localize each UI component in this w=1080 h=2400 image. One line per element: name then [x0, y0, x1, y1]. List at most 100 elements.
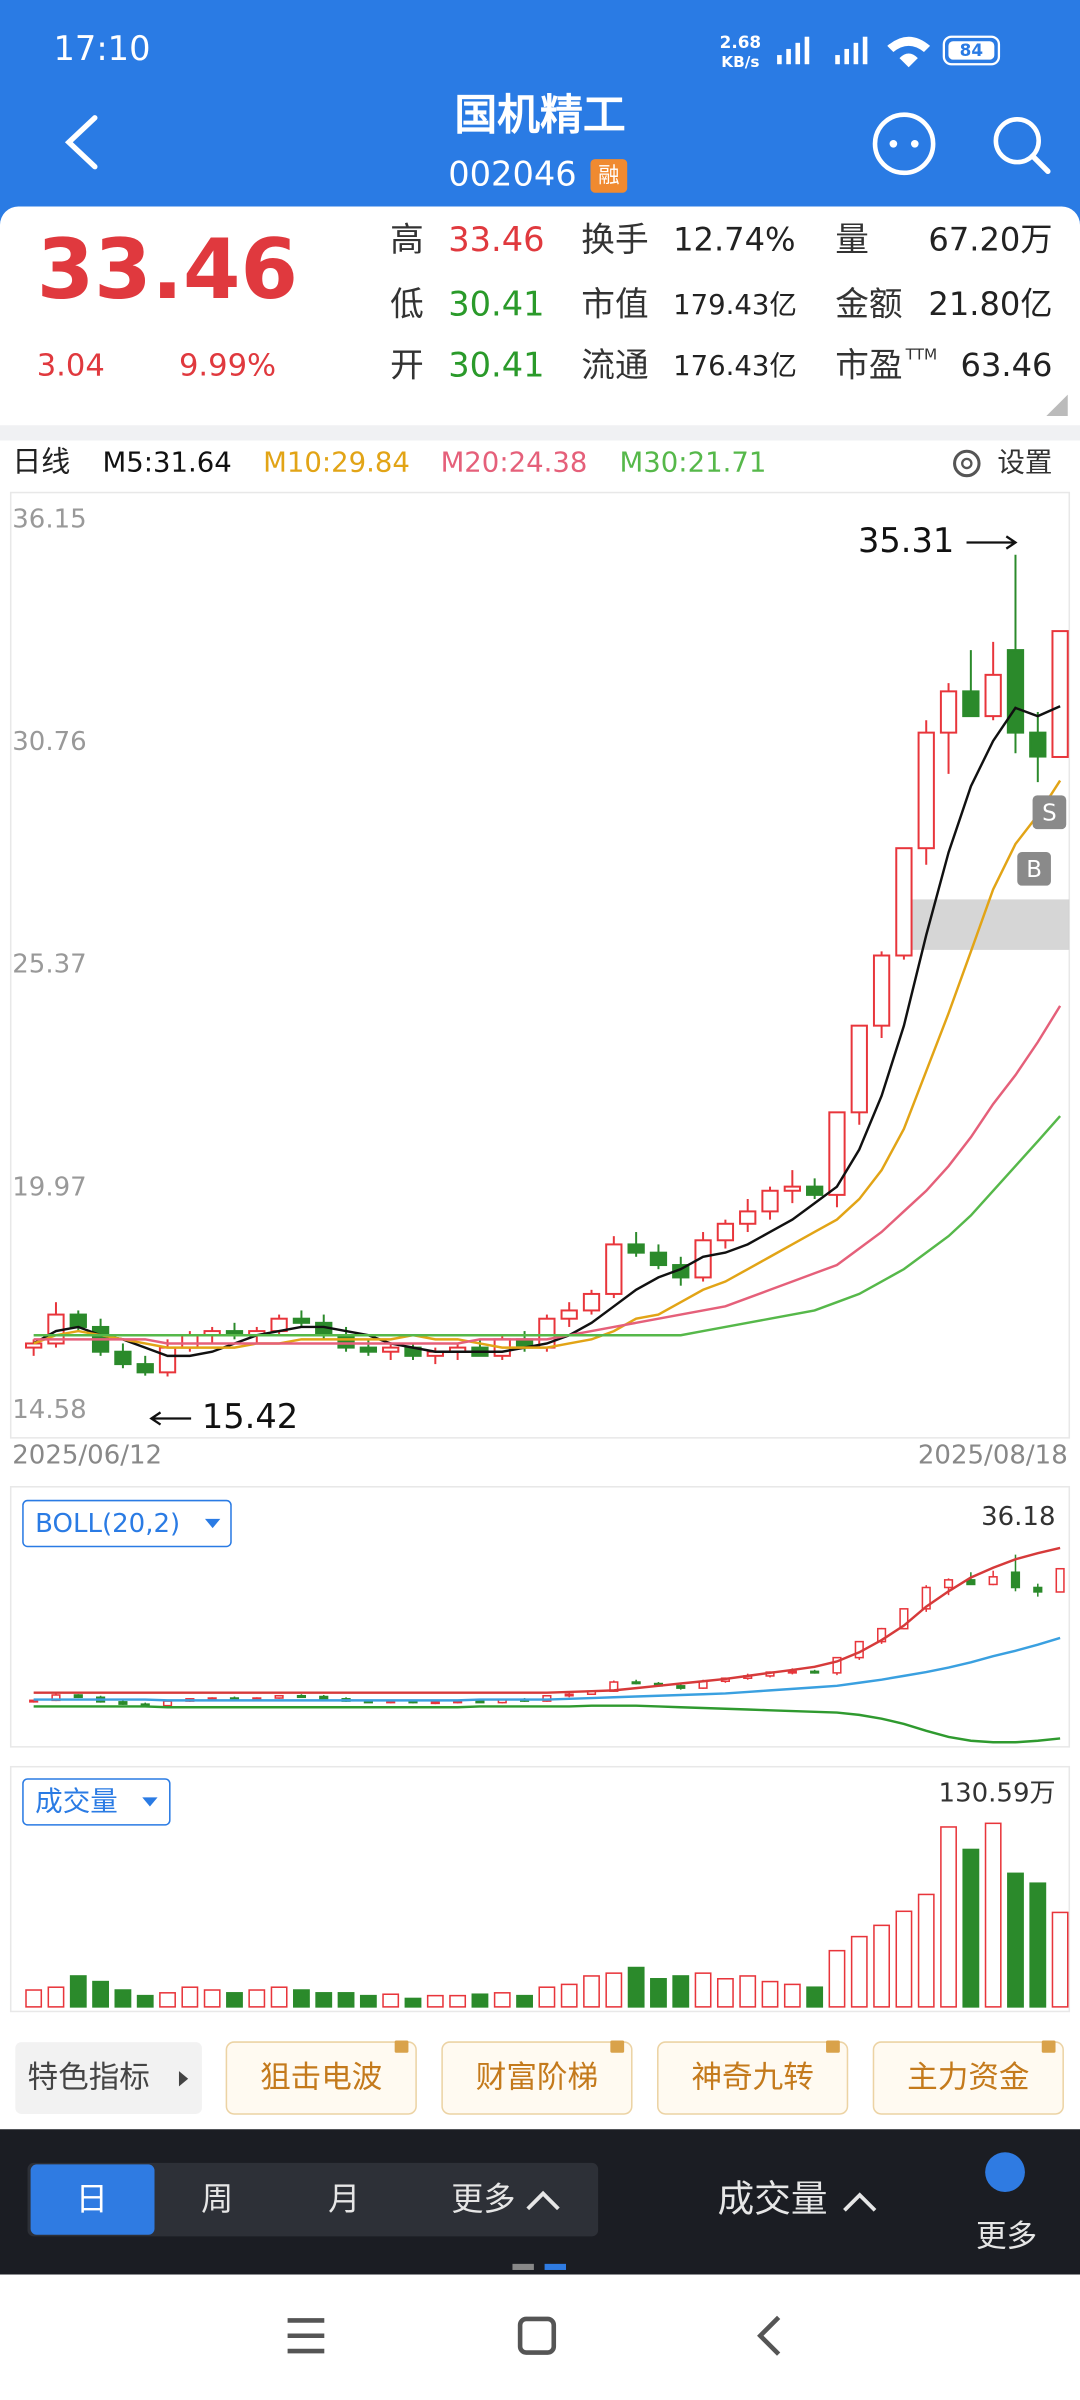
indicator-tab-label: 神奇九转 — [691, 2060, 813, 2095]
chevron-up — [843, 2192, 877, 2212]
indicator-tab[interactable] — [225, 2041, 417, 2115]
dropdown-arrow — [204, 1518, 221, 1529]
period-button[interactable]: 周 — [201, 2180, 233, 2218]
expand-corner[interactable] — [1046, 394, 1068, 417]
stat-value: 63.46 — [961, 346, 1053, 384]
y-tick-label: 36.15 — [12, 505, 86, 535]
indicator-tab[interactable] — [657, 2041, 849, 2115]
candle-body — [136, 1363, 154, 1374]
candle-body — [560, 1309, 578, 1320]
ma-legend: M5:31.64 M10:29.84 M20:24.38 M30:21.71 — [102, 446, 766, 478]
volume-bar — [449, 1994, 467, 2008]
volume-bar — [895, 1910, 913, 2008]
candle-body — [631, 1681, 641, 1685]
candle-body — [761, 1189, 779, 1213]
stock-name: 国机精工 — [454, 90, 625, 140]
volume-bar — [850, 1935, 868, 2008]
more-icon — [985, 2152, 1025, 2192]
indicator-switch[interactable]: 成交量 — [717, 2178, 827, 2221]
stat-label: 换手 — [581, 220, 648, 259]
stat-value: 67.20万 — [928, 221, 1052, 259]
page-dot — [544, 2263, 567, 2270]
page-dot — [512, 2263, 534, 2270]
stat-label: 流通 — [581, 346, 648, 385]
stat-label: 低 — [390, 284, 424, 323]
candle-body — [25, 1342, 43, 1349]
candle-body — [158, 1346, 177, 1374]
trade-mark: S — [1042, 800, 1057, 826]
battery-level — [948, 41, 995, 60]
period-button[interactable]: 月 — [328, 2180, 360, 2218]
nav-back[interactable] — [757, 2315, 781, 2356]
net-speed: 2.68 — [720, 32, 761, 52]
indicator-tab[interactable] — [872, 2041, 1064, 2115]
volume-bar — [382, 1993, 400, 2008]
candle-body — [359, 1346, 378, 1353]
volume-bar — [583, 1975, 600, 2008]
candle-body — [1029, 731, 1047, 758]
volume-bar — [203, 1989, 221, 2008]
search-button[interactable] — [993, 117, 1051, 174]
candle-body — [114, 1350, 132, 1366]
candle-body — [810, 1670, 820, 1674]
volume-selector[interactable] — [22, 1778, 171, 1826]
high-label: 35.31 — [858, 521, 954, 560]
volume-bar — [1029, 1882, 1047, 2008]
volume-bar — [136, 1994, 154, 2008]
volume-bar — [672, 1975, 690, 2008]
candle-body — [966, 1579, 976, 1586]
lock-icon — [826, 2040, 840, 2053]
candle-body — [181, 1334, 199, 1349]
feature-indicator-tab[interactable] — [15, 2042, 202, 2114]
volume-bar — [181, 1986, 199, 2008]
settings-button[interactable]: 设置 — [953, 446, 1053, 478]
candle-body — [649, 1251, 668, 1267]
stat-value: 30.41 — [448, 284, 544, 323]
legend-entry: M5:31.64 — [102, 446, 231, 478]
candle-body — [895, 847, 913, 957]
y-tick-label: 19.97 — [12, 1172, 86, 1202]
volume-bar — [471, 1993, 489, 2008]
net-speed-unit: KB/s — [721, 53, 759, 71]
nav-home[interactable] — [517, 2316, 557, 2355]
chevron-up — [526, 2190, 560, 2211]
candle-body — [69, 1313, 87, 1328]
volume-bar — [940, 1826, 957, 2008]
candle-body — [787, 1670, 797, 1674]
stat-label: 高 — [390, 220, 424, 259]
volume-bar — [560, 1983, 578, 2008]
candle-body — [921, 1586, 931, 1610]
volume-bar — [337, 1992, 355, 2008]
indicator-tab-label: 主力资金 — [907, 2060, 1029, 2095]
lock-icon — [394, 2040, 409, 2053]
tab-arrow — [178, 2071, 189, 2087]
indicator-tab-label: 财富阶梯 — [476, 2060, 598, 2095]
candle-body — [627, 1243, 645, 1254]
period-more[interactable]: 更多 — [451, 2180, 515, 2218]
volume-bar — [114, 1989, 132, 2008]
more-button[interactable]: 更多 — [976, 2219, 1037, 2254]
stat-label: 金额 — [835, 284, 902, 323]
candle-body — [939, 690, 958, 734]
candle-body — [118, 1701, 128, 1705]
volume-bar — [248, 1989, 266, 2008]
chat-button[interactable] — [872, 112, 936, 176]
back-button[interactable] — [64, 115, 98, 170]
volume-bar — [293, 1989, 310, 2008]
candle-body — [917, 731, 935, 850]
indicator-tab[interactable] — [441, 2041, 633, 2115]
volume-bar — [359, 1994, 377, 2008]
candle-body — [1055, 1567, 1065, 1593]
volume-bar — [69, 1975, 87, 2008]
period-switch — [27, 2162, 599, 2237]
period-button[interactable]: 日 — [76, 2180, 108, 2218]
volume-bar — [1051, 1911, 1069, 2008]
period-active — [30, 2164, 155, 2235]
nav-menu[interactable] — [287, 2318, 325, 2354]
stat-label-sup: TTM — [905, 345, 938, 363]
stat-value: 33.46 — [448, 220, 544, 259]
boll-selector[interactable] — [22, 1499, 232, 1548]
candle-body — [319, 1695, 329, 1700]
boll-line — [33, 1704, 1061, 1744]
